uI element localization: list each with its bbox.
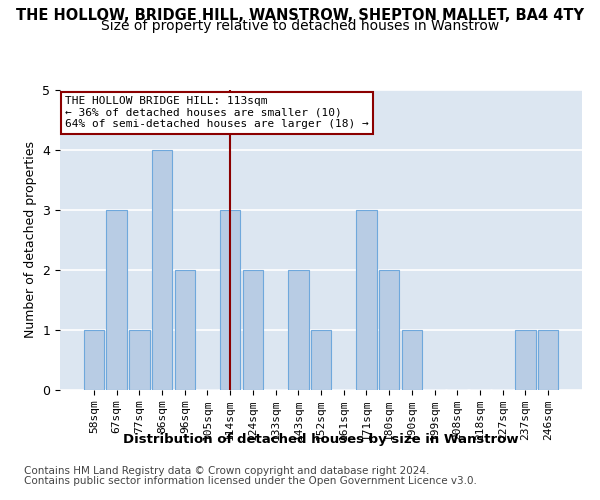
Bar (311, 330, 331, 390)
Text: THE HOLLOW, BRIDGE HILL, WANSTROW, SHEPTON MALLET, BA4 4TY: THE HOLLOW, BRIDGE HILL, WANSTROW, SHEPT… (16, 8, 584, 22)
Bar (84, 330, 104, 390)
Bar (401, 330, 422, 390)
Text: THE HOLLOW BRIDGE HILL: 113sqm
← 36% of detached houses are smaller (10)
64% of : THE HOLLOW BRIDGE HILL: 113sqm ← 36% of … (65, 96, 369, 129)
Bar (175, 270, 195, 390)
Text: Contains public sector information licensed under the Open Government Licence v3: Contains public sector information licen… (24, 476, 477, 486)
Text: Size of property relative to detached houses in Wanstrow: Size of property relative to detached ho… (101, 19, 499, 33)
Bar (538, 330, 558, 390)
Bar (242, 270, 263, 390)
Bar (129, 330, 149, 390)
Bar (220, 210, 241, 390)
Y-axis label: Number of detached properties: Number of detached properties (24, 142, 37, 338)
Bar (379, 270, 400, 390)
Bar (288, 270, 308, 390)
Bar (356, 210, 377, 390)
Bar (106, 210, 127, 390)
Text: Distribution of detached houses by size in Wanstrow: Distribution of detached houses by size … (123, 432, 519, 446)
Bar (515, 330, 536, 390)
Text: Contains HM Land Registry data © Crown copyright and database right 2024.: Contains HM Land Registry data © Crown c… (24, 466, 430, 476)
Bar (152, 150, 172, 390)
